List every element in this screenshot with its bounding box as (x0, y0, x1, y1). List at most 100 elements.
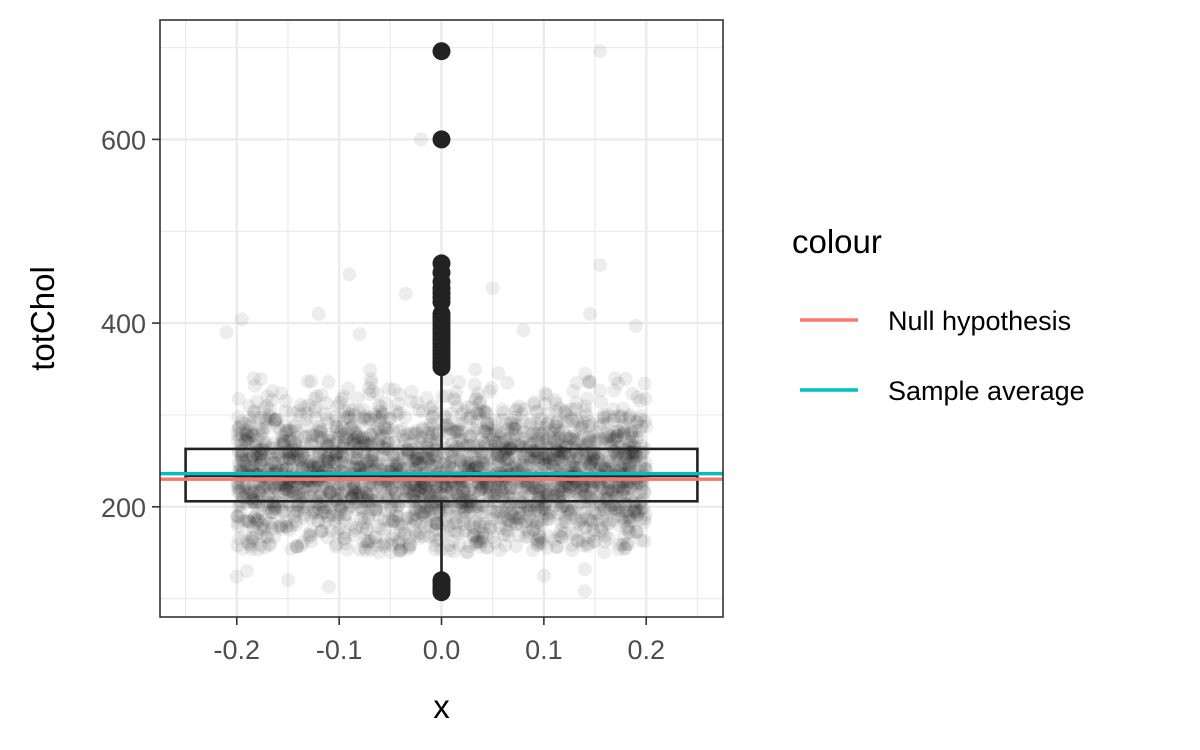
data-point (276, 433, 291, 448)
data-point (624, 460, 639, 475)
data-point (372, 433, 387, 448)
data-point (608, 502, 623, 517)
data-point (585, 417, 600, 432)
data-point (507, 455, 522, 470)
data-point (541, 529, 556, 544)
data-point (575, 478, 590, 493)
data-point (449, 440, 464, 455)
data-point (521, 525, 536, 540)
data-point (403, 538, 418, 553)
data-point (607, 431, 622, 446)
data-point (247, 378, 262, 393)
data-point (443, 485, 458, 500)
data-point (279, 423, 294, 438)
data-point (468, 528, 483, 543)
data-point (482, 480, 497, 495)
data-point (243, 450, 258, 465)
data-point (309, 428, 324, 443)
data-point (609, 480, 624, 495)
data-point (564, 502, 579, 517)
data-point (615, 537, 630, 552)
data-point (569, 432, 584, 447)
data-point (548, 393, 563, 408)
data-point (579, 488, 594, 503)
data-point (476, 404, 491, 419)
data-point (533, 517, 548, 532)
data-point (344, 517, 359, 532)
data-point (316, 500, 331, 515)
data-point (393, 543, 408, 558)
data-point (538, 396, 553, 411)
data-point (537, 501, 552, 516)
data-point (580, 455, 595, 470)
data-point (381, 447, 396, 462)
data-point (483, 417, 498, 432)
data-point (420, 477, 435, 492)
data-point (255, 480, 270, 495)
data-point (306, 460, 321, 475)
data-point (285, 443, 300, 458)
data-point (454, 454, 469, 469)
data-point (274, 521, 289, 536)
data-point (233, 427, 248, 442)
data-point (582, 482, 597, 497)
data-point (392, 443, 407, 458)
data-point (578, 399, 593, 414)
data-point (552, 401, 567, 416)
data-point (264, 504, 279, 519)
data-point (544, 447, 559, 462)
data-point (253, 529, 268, 544)
data-point (248, 452, 263, 467)
data-point (448, 424, 463, 439)
data-point (268, 480, 283, 495)
data-point (554, 529, 569, 544)
data-point (306, 457, 321, 472)
data-point (504, 415, 519, 430)
data-point (366, 423, 381, 438)
data-point (494, 483, 509, 498)
data-point (526, 522, 541, 537)
data-point (236, 416, 251, 431)
data-point (275, 429, 290, 444)
data-point (429, 455, 444, 470)
data-point (273, 518, 288, 533)
data-point (616, 418, 631, 433)
data-point (326, 444, 341, 459)
data-point (554, 516, 569, 531)
data-point (512, 528, 527, 543)
data-point (535, 427, 550, 442)
data-point (247, 404, 262, 419)
data-point (622, 435, 637, 450)
data-point (582, 457, 597, 472)
data-point (562, 484, 577, 499)
boxplot-outlier (432, 130, 451, 149)
data-point (552, 484, 567, 499)
data-point (554, 453, 569, 468)
data-point (579, 486, 594, 501)
data-point (334, 455, 349, 470)
data-point (559, 403, 574, 418)
data-point (398, 410, 413, 425)
data-point (358, 540, 373, 555)
data-point (278, 426, 293, 441)
data-point (375, 439, 390, 454)
data-point (467, 450, 482, 465)
data-point (522, 450, 537, 465)
data-point (462, 483, 477, 498)
data-point (442, 455, 457, 470)
data-point (616, 484, 631, 499)
data-point (472, 396, 487, 411)
data-point (462, 483, 477, 498)
data-point (530, 449, 545, 464)
data-point (340, 542, 355, 557)
data-point (327, 450, 342, 465)
data-point (609, 448, 624, 463)
data-point (237, 434, 252, 449)
data-point (417, 449, 432, 464)
data-point (402, 539, 417, 554)
data-point (407, 488, 422, 503)
data-point (446, 516, 461, 531)
data-point (526, 513, 541, 528)
data-point (297, 429, 312, 444)
data-point (568, 511, 583, 526)
